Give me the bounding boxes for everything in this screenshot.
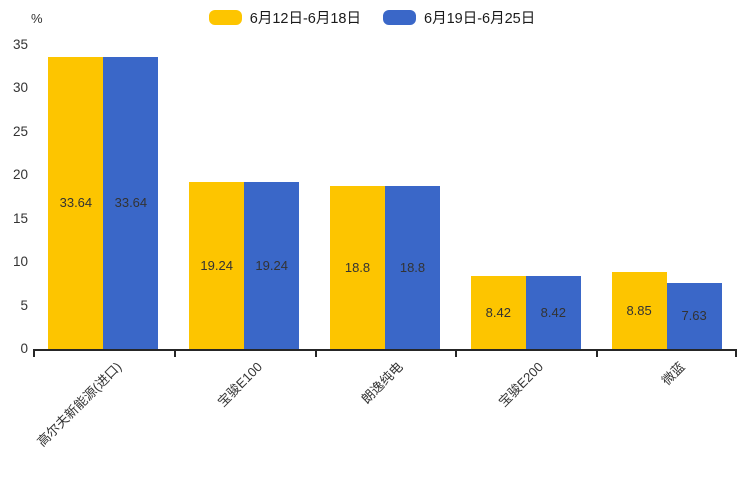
bar-value-label: 19.24 (200, 257, 233, 273)
y-tick-label: 0 (20, 341, 28, 356)
legend-swatch-icon (383, 10, 416, 25)
bar[interactable]: 18.8 (385, 185, 440, 349)
bar[interactable]: 18.8 (330, 185, 385, 349)
bar-value-label: 8.42 (540, 304, 566, 320)
y-tick-label: 10 (12, 254, 28, 270)
y-tick-label: 25 (12, 123, 28, 139)
x-axis-label: 高尔夫新能源(进口) (33, 359, 125, 450)
bar-value-label: 19.24 (255, 257, 288, 273)
bar[interactable]: 8.42 (470, 275, 526, 349)
y-tick-label: 35 (12, 37, 28, 52)
legend: 6月12日-6月18日 6月19日-6月25日 (0, 7, 744, 28)
bar-value-label: 33.64 (59, 195, 93, 211)
bar[interactable]: 19.24 (189, 181, 245, 349)
y-tick-label: 30 (12, 80, 28, 96)
legend-label: 6月12日-6月18日 (249, 11, 361, 27)
x-axis-tick (173, 351, 176, 357)
bar-value-label: 18.8 (344, 259, 371, 275)
x-axis-label: 微蓝 (658, 359, 688, 389)
y-axis-unit-label: % (31, 11, 43, 26)
bar-value-label: 18.8 (399, 259, 426, 275)
y-tick-label: 20 (12, 167, 28, 183)
legend-item-1[interactable]: 6月12日-6月18日 (208, 7, 361, 28)
bar[interactable]: 8.42 (525, 275, 581, 349)
bar[interactable]: 33.64 (103, 56, 159, 349)
x-axis-label: 朗逸纯电 (358, 359, 406, 407)
x-axis-tick (314, 351, 317, 357)
bar[interactable]: 7.63 (666, 282, 722, 349)
bar[interactable]: 19.24 (244, 181, 300, 349)
x-axis-tick (596, 351, 599, 357)
x-axis-tick (735, 351, 737, 357)
legend-item-2[interactable]: 6月19日-6月25日 (383, 7, 535, 28)
bar[interactable]: 8.85 (611, 272, 667, 349)
y-tick-label: 5 (20, 297, 28, 313)
bar-value-label: 8.42 (485, 304, 511, 320)
y-tick-label: 15 (12, 210, 28, 226)
bar[interactable]: 33.64 (48, 56, 104, 349)
x-axis-tick (455, 351, 458, 357)
x-axis-label: 宝骏E100 (214, 359, 265, 410)
legend-swatch-icon (208, 10, 242, 25)
x-axis-tick (33, 351, 35, 357)
bar-value-label: 7.63 (681, 308, 707, 324)
plot-area: 33.64 33.64 19.24 19.24 18.8 18.8 8.42 8.42 8.85… (33, 45, 737, 357)
x-axis-label: 宝骏E200 (496, 359, 547, 410)
legend-label: 6月19日-6月25日 (424, 11, 536, 27)
bar-value-label: 33.64 (114, 195, 148, 211)
bar-value-label: 8.85 (626, 303, 652, 319)
